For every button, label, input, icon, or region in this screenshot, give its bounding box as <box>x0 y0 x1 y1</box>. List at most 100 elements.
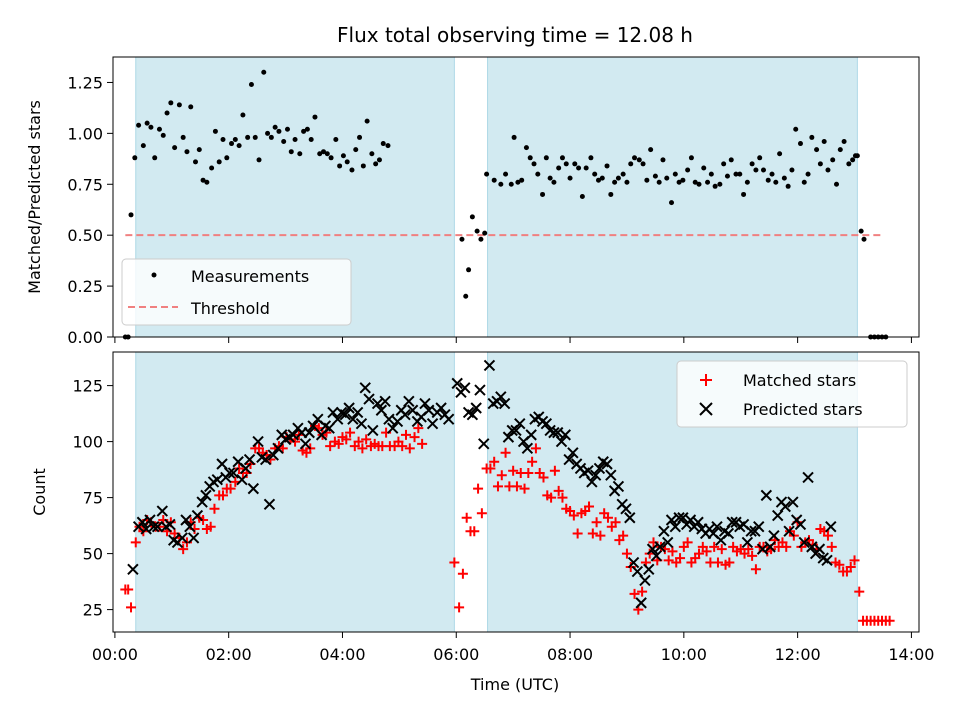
measurement-point <box>188 104 194 110</box>
measurement-point <box>696 181 702 187</box>
measurement-point <box>789 167 795 173</box>
matched-star-point <box>413 423 424 434</box>
matched-star-point <box>663 555 674 566</box>
y-tick-label: 75 <box>83 489 103 508</box>
measurement-point <box>508 181 514 187</box>
matched-star-point <box>553 485 564 496</box>
predicted-star-point <box>243 453 256 466</box>
predicted-star-point <box>299 438 312 450</box>
measurement-point <box>572 161 578 167</box>
measurement-point <box>576 165 582 171</box>
measurement-point <box>376 157 382 163</box>
measurement-point <box>176 102 182 108</box>
predicted-star-point <box>654 541 666 553</box>
matched-star-point <box>353 436 364 447</box>
measurement-point <box>604 163 610 169</box>
predicted-star-point <box>223 467 236 479</box>
predicted-star-point <box>798 536 810 549</box>
predicted-star-point <box>180 514 192 526</box>
matched-star-point <box>549 465 560 476</box>
measurement-point <box>854 153 860 159</box>
measurement-point <box>628 161 634 167</box>
legend-matched-marker <box>700 374 712 386</box>
legend-matched-label: Matched stars <box>743 371 856 390</box>
predicted-star-point <box>711 521 723 533</box>
measurement-point <box>284 126 290 132</box>
measurement-point <box>636 157 642 163</box>
measurement-point <box>846 161 852 167</box>
measurement-point <box>563 161 569 167</box>
measurement-point <box>821 139 827 145</box>
matched-star-point <box>743 544 754 555</box>
matched-star-point <box>401 429 412 440</box>
measurement-point <box>830 157 836 163</box>
predicted-star-point <box>343 402 355 414</box>
measurement-point <box>288 149 294 155</box>
predicted-star-point <box>355 417 368 430</box>
measurement-point <box>588 155 594 161</box>
matched-star-point <box>546 492 557 503</box>
y-tick-label: 0.50 <box>67 226 103 245</box>
measurement-point <box>809 134 815 140</box>
measurement-point <box>841 139 847 145</box>
measurement-point <box>701 165 707 171</box>
predicted-star-point <box>624 512 636 524</box>
measurement-point <box>128 212 134 218</box>
top-x-ticks <box>114 337 912 343</box>
measurement-point <box>478 236 484 242</box>
top-shaded-regions <box>135 56 858 338</box>
matched-star-point <box>682 537 693 548</box>
measurement-point <box>220 136 226 142</box>
predicted-star-point <box>559 429 572 441</box>
predicted-star-point <box>347 413 359 425</box>
measurement-point <box>785 183 791 189</box>
measurement-point <box>556 165 562 171</box>
measurement-point <box>744 179 750 185</box>
legend-measurements-label: Measurements <box>191 267 309 286</box>
measurement-point <box>136 122 142 128</box>
measurement-point <box>364 118 370 124</box>
bottom-axes-frame <box>112 351 920 633</box>
y-tick-label: 1.25 <box>67 73 103 92</box>
matched-star-point <box>489 456 500 467</box>
matched-star-point <box>591 517 602 528</box>
measurement-point <box>491 177 497 183</box>
y-tick-label: 125 <box>72 377 103 396</box>
measurement-point <box>245 134 251 140</box>
predicted-star-point <box>387 422 399 434</box>
measurement-point <box>252 134 258 140</box>
predicted-star-point <box>339 409 352 421</box>
measurement-point <box>717 181 723 187</box>
measurement-point <box>721 161 727 167</box>
predicted-star-point <box>252 435 264 448</box>
measurement-point <box>511 134 517 140</box>
measurement-point <box>168 100 174 106</box>
matched-star-point <box>834 559 845 570</box>
measurement-point <box>535 171 541 177</box>
matched-star-point <box>595 530 606 541</box>
predicted-star-point <box>156 505 169 517</box>
measurement-point <box>861 236 867 242</box>
top-panel: 0.00 0.25 0.50 0.75 1.00 1.25 Matched/Predict… <box>25 56 920 347</box>
measurement-point <box>369 151 375 157</box>
predicted-star-point <box>650 550 663 562</box>
matched-star-point <box>178 544 189 555</box>
measurement-point <box>685 167 691 173</box>
matched-star-point <box>750 564 761 575</box>
predicted-star-point <box>639 574 651 587</box>
top-y-axis-label: Matched/Predicted stars <box>25 100 44 294</box>
predicted-star-point <box>459 382 471 394</box>
predicted-star-point <box>435 402 447 414</box>
matched-star-point <box>198 515 209 525</box>
matched-star-point <box>527 456 538 467</box>
shaded-interval <box>135 351 455 633</box>
matched-star-point <box>404 443 415 454</box>
matched-star-point <box>602 512 613 523</box>
measurement-point <box>308 136 314 142</box>
predicted-stars-points <box>127 359 837 609</box>
measurement-point <box>216 159 222 165</box>
measurement-point <box>344 159 350 165</box>
matched-star-point <box>826 541 837 552</box>
measurement-point <box>801 179 807 185</box>
